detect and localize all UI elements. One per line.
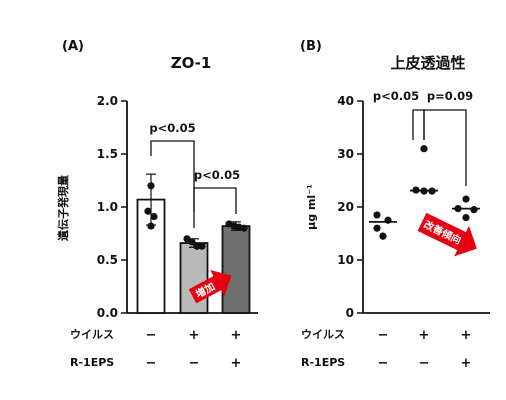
data-point	[373, 224, 381, 232]
increase-arrow: 増加	[188, 269, 232, 304]
chart-b: 0 10 20 30 40 p<0.05 p=0.09 改善傾向	[337, 89, 490, 320]
chart-a-ylabel: 遺伝子発現量	[56, 175, 70, 242]
data-point	[470, 206, 478, 214]
panel-b-label: (B)	[300, 39, 322, 54]
chart-b-ylabel: μg ml⁻¹	[305, 184, 318, 230]
data-point	[373, 211, 381, 219]
virus-mark: +	[461, 328, 472, 343]
data-point	[420, 145, 428, 153]
data-point	[147, 182, 155, 190]
data-point	[462, 195, 470, 203]
bar	[221, 225, 251, 314]
improvement-arrow: 改善傾向	[417, 212, 477, 257]
virus-label: ウイルス	[70, 328, 114, 341]
virus-mark: +	[231, 328, 242, 343]
data-point	[147, 222, 155, 230]
r1eps-mark: +	[231, 356, 242, 371]
r1eps-mark: +	[461, 356, 472, 371]
data-point	[454, 204, 462, 213]
chart-a-title: ZO-1	[171, 54, 212, 72]
data-point	[188, 238, 196, 246]
p-value-label: p=0.09	[427, 89, 473, 103]
y-tick-label: 0.5	[97, 253, 118, 267]
y-tick-label: 40	[337, 94, 354, 108]
chart-b-title: 上皮透過性	[390, 54, 465, 72]
arrow-shape	[417, 212, 477, 257]
virus-mark: −	[378, 328, 389, 343]
data-point	[384, 216, 392, 224]
data-point	[150, 212, 158, 221]
y-tick-label: 0	[346, 306, 354, 320]
virus-mark: −	[146, 328, 157, 343]
significance-bracket	[412, 109, 425, 140]
bar	[179, 242, 209, 314]
virus-mark: +	[419, 328, 430, 343]
r1eps-mark: −	[146, 356, 157, 371]
data-point	[240, 224, 248, 232]
y-tick-label: 10	[337, 253, 354, 267]
significance-bracket	[150, 140, 195, 228]
panel-a-label: (A)	[62, 39, 84, 54]
data-point	[462, 214, 470, 222]
p-value-label: p<0.05	[149, 121, 195, 135]
data-point	[420, 187, 428, 195]
r1eps-mark: −	[419, 356, 430, 371]
y-tick-label: 30	[337, 147, 354, 161]
arrow-shape	[188, 269, 232, 304]
y-tick-label: 1.5	[97, 147, 118, 161]
significance-bracket	[423, 109, 467, 186]
r1eps-mark: −	[378, 356, 389, 371]
p-value-label: p<0.05	[373, 89, 419, 103]
data-point	[428, 187, 436, 195]
data-point	[379, 232, 387, 240]
p-value-label: p<0.05	[194, 168, 240, 182]
r1eps-label-a: R-1EPS	[70, 356, 114, 369]
virus-label-b: ウイルス	[301, 328, 345, 341]
r1eps-label-b: R-1EPS	[301, 356, 345, 369]
data-point	[144, 207, 152, 215]
y-tick-label: 20	[337, 200, 354, 214]
y-tick-label: 2.0	[97, 94, 118, 108]
condition-rows: − + + − − + − + + − − +	[146, 328, 472, 371]
significance-bracket	[193, 187, 237, 214]
y-tick-label: 0.0	[97, 306, 118, 320]
data-point	[193, 242, 201, 250]
y-tick-label: 1.0	[97, 200, 118, 214]
data-point	[412, 186, 420, 194]
chart-a: 0.0 0.5 1.0 1.5 2.0 p<0.05 p<0.05 増加	[97, 94, 258, 320]
data-point	[198, 242, 206, 250]
r1eps-mark: −	[189, 356, 200, 371]
virus-mark: +	[189, 328, 200, 343]
